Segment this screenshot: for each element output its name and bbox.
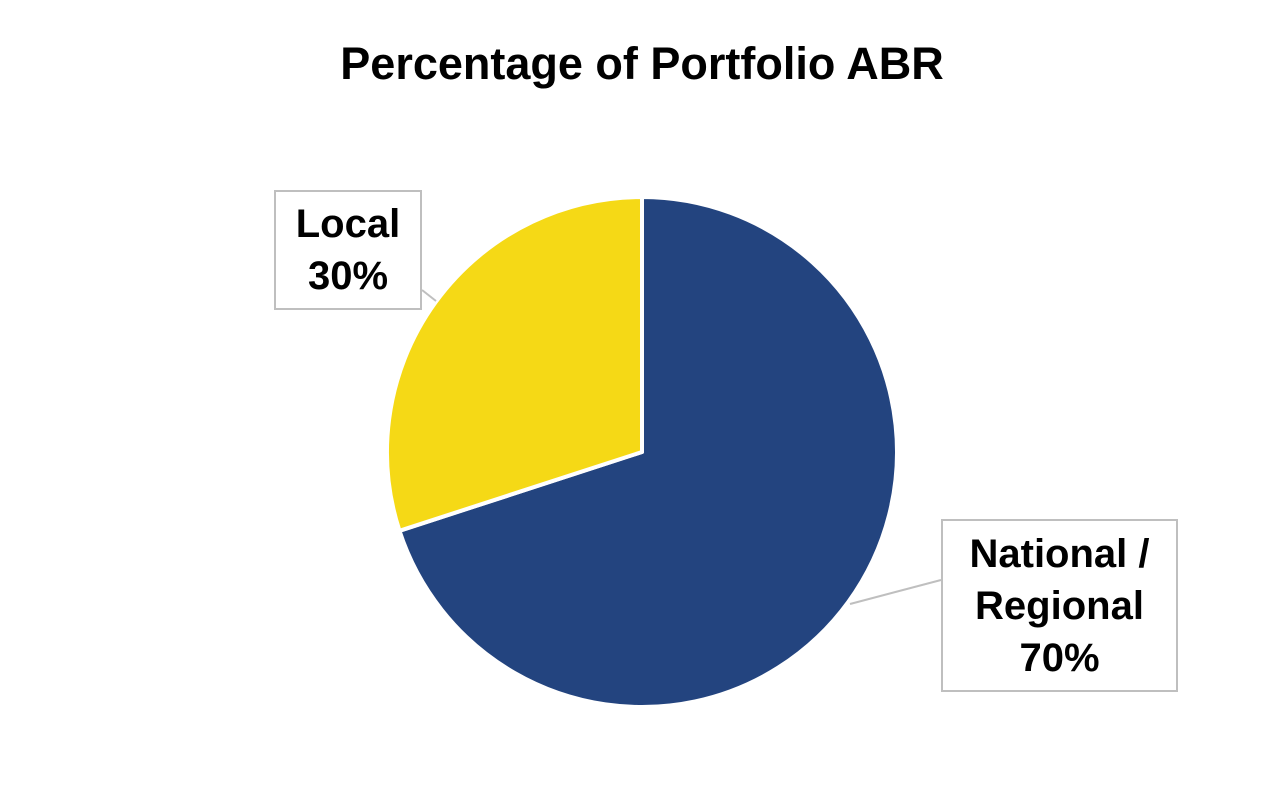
data-label-box: Local 30% <box>274 190 422 310</box>
leader-line <box>421 289 437 302</box>
slice-label: National / Regional <box>969 531 1150 628</box>
pie-slice <box>397 195 899 709</box>
leader-line <box>849 579 942 605</box>
slice-label: Local <box>295 202 401 246</box>
data-label-box: National / Regional 70% <box>941 519 1178 692</box>
value-label: 30% <box>307 254 389 298</box>
pie-slice <box>385 195 644 533</box>
chart-title: Percentage of Portfolio ABR <box>340 38 944 89</box>
value-label: 70% <box>1019 635 1100 680</box>
